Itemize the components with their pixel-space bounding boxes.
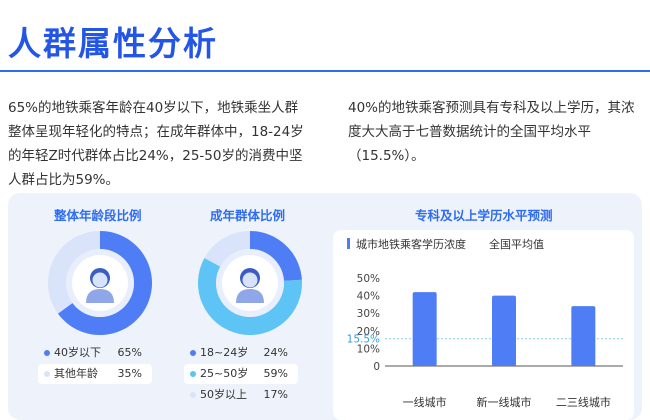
adult-chart-title: 成年群体比例 [210,208,286,223]
y-tick-label: 40% [357,291,380,303]
bar-legend-average: 全国平均值 [489,236,544,252]
x-category-label: 二三线城市 [556,395,611,409]
y-tick-label: 20% [357,326,380,338]
education-bar [571,306,596,366]
adult-legend-row: 25~50岁 59% [184,364,298,384]
adult-donut-chart [198,231,302,335]
adult-legend-dot [190,371,196,377]
age-chart-title: 整体年龄段比例 [54,208,142,223]
adult-legend-label: 50岁以上 [200,388,247,401]
page-title: 人群属性分析 [8,24,218,63]
adult-legend-dot [190,350,196,356]
adult-slice-0 [250,231,302,281]
x-category-label: 新一线城市 [477,395,532,409]
age-legend-label: 40岁以下 [54,346,101,359]
age-summary-text: 65%的地铁乘客年龄在40岁以下，地铁乘坐人群整体呈现年轻化的特点；在成年群体中… [8,100,304,188]
education-bar [412,292,437,366]
adult-legend-dot [190,392,196,398]
adult-legend-row: 50岁以上 17% [184,385,298,405]
education-bar-chart: 50% 40% 30% 20% 10% 0 15.5% 一线城市 新一线城市 二三线城市 [347,273,623,409]
age-legend-value: 65% [117,346,142,359]
adult-legend-value: 59% [263,367,288,380]
series-swatch [347,238,350,249]
education-summary-text: 40%的地铁乘客预测具有专科及以上学历，其浓度大大高于七普数据统计的全国平均水平… [348,100,635,164]
title-underline [0,70,650,72]
age-slice-1 [47,231,100,314]
age-legend-dot [44,371,50,377]
education-chart-title: 专科及以上学历水平预测 [415,208,553,223]
y-tick-label: 30% [357,308,380,320]
age-legend-dot [44,350,50,356]
bar-legend-average-label: 全国平均值 [489,238,544,251]
adult-slice-2 [204,231,250,267]
age-legend-value: 35% [117,367,142,380]
adult-legend-value: 24% [263,346,288,359]
adult-legend-row: 18~24岁 24% [184,343,298,363]
x-category-label: 一线城市 [403,395,447,409]
y-tick-label: 50% [357,273,380,285]
y-tick-label: 10% [357,343,380,355]
person-avatar-icon [72,255,128,311]
adult-legend-value: 17% [263,388,288,401]
adult-legend-label: 25~50岁 [200,367,249,380]
y-tick-label: 0 [373,361,380,373]
age-legend-label: 其他年龄 [54,367,98,380]
adult-slice-1 [198,257,302,335]
person-avatar-icon [222,255,278,311]
education-bar [492,295,516,366]
age-legend-row: 其他年龄 35% [38,364,152,384]
age-legend-row: 40岁以下 65% [38,343,152,363]
national-average-label: 15.5% [347,334,380,346]
age-donut-chart [47,231,152,335]
adult-legend-label: 18~24岁 [200,346,249,359]
age-slice-0 [57,231,152,335]
bar-legend-series-label: 城市地铁乘客学历浓度 [356,238,466,251]
bar-legend-series: 城市地铁乘客学历浓度 [347,236,466,252]
